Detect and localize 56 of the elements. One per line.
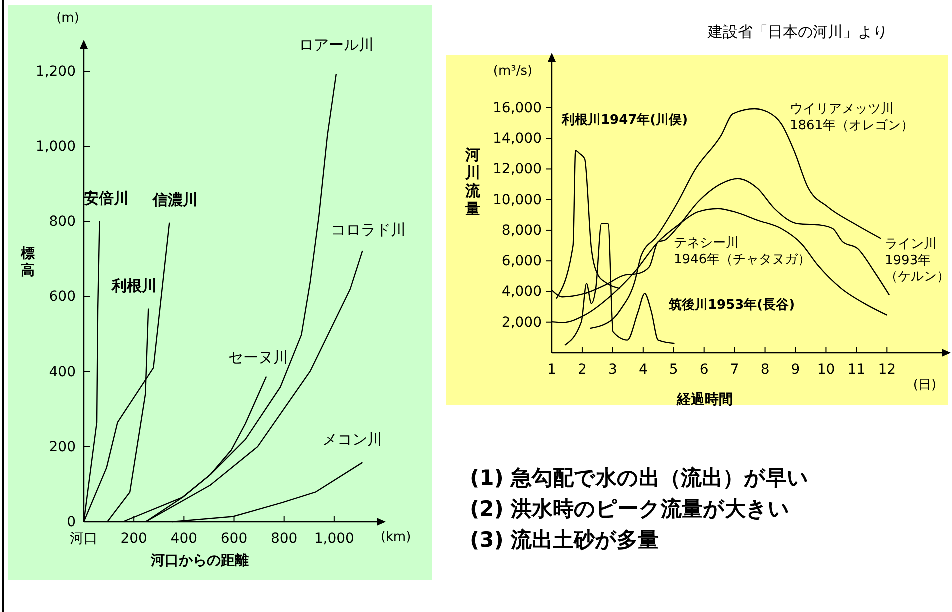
x-tick-label: 11 — [848, 362, 866, 378]
series-label: メコン川 — [322, 430, 383, 449]
series-label: 筑後川1953年(長谷) — [668, 297, 796, 313]
x-tick-label: 2 — [578, 362, 587, 378]
series-label: 安倍川 — [84, 189, 129, 208]
series-label: ウイリアメッツ川1861年（オレゴン） — [790, 102, 914, 134]
x-tick-label: 9 — [791, 362, 800, 378]
y-tick-label: 0 — [67, 514, 76, 530]
text: (日) — [913, 378, 937, 393]
y-tick-label: 14,000 — [493, 131, 542, 148]
text: (km) — [380, 530, 412, 545]
y-tick-label: 12,000 — [493, 162, 542, 178]
y-tick-label: 10,000 — [493, 192, 542, 208]
y-tick-label: 4,000 — [502, 284, 542, 300]
y-tick-label: 8,000 — [502, 222, 542, 239]
x-tick-label: 4 — [638, 362, 648, 378]
y-tick-label: 800 — [49, 214, 76, 230]
y-tick-label: 600 — [49, 289, 76, 306]
text: 利根川1947年(川俣) — [561, 112, 688, 128]
x-tick-label: 400 — [170, 531, 198, 548]
x-tick-label: 6 — [700, 362, 709, 378]
x-tick-label: 600 — [220, 531, 248, 548]
x-tick-label: 8 — [760, 362, 770, 378]
text: (m) — [56, 11, 80, 26]
series-label: コロラド川 — [331, 220, 406, 239]
series-label: 利根川 — [111, 276, 158, 295]
text: (m³/s) — [493, 64, 533, 79]
text: (2) 洪水時のピーク流量が大きい — [470, 497, 790, 521]
x-tick-label: 河口 — [70, 531, 98, 548]
x-tick-label: 7 — [730, 362, 740, 378]
x-tick-label: 1 — [548, 362, 556, 378]
y-axis-title: 標高 — [20, 246, 35, 279]
x-tick-label: 5 — [669, 362, 678, 378]
text: (1) 急勾配で水の出（流出）が早い — [470, 466, 810, 490]
x-tick-label: 800 — [270, 531, 298, 548]
x-tick-label: 12 — [878, 362, 896, 378]
text: 建設省「日本の河川」より — [707, 23, 888, 41]
y-axis-title: 河川流量 — [464, 146, 482, 218]
x-tick-label: 1,000 — [314, 531, 354, 548]
y-tick-label: 6,000 — [502, 254, 542, 270]
series-label: テネシー川1946年（チャタヌガ） — [674, 236, 812, 268]
x-tick-label: 10 — [817, 362, 836, 378]
series-label: 信濃川 — [152, 190, 198, 209]
y-tick-label: 1,000 — [36, 139, 76, 156]
series-label: ロアール川 — [298, 36, 374, 54]
x-tick-label: 3 — [608, 362, 618, 378]
y-tick-label: 200 — [49, 439, 76, 456]
y-tick-label: 2,000 — [502, 314, 542, 331]
y-tick-label: 16,000 — [493, 100, 542, 116]
y-tick-label: 1,200 — [36, 64, 76, 80]
text: (3) 流出土砂が多量 — [470, 528, 660, 552]
series-label: セーヌ川 — [228, 348, 289, 367]
series-label: ライン川1993年（ケルン） — [885, 237, 950, 284]
x-tick-label: 200 — [120, 531, 148, 548]
x-axis-title: 河口からの距離 — [150, 553, 249, 569]
x-axis-title: 経過時間 — [676, 392, 733, 408]
